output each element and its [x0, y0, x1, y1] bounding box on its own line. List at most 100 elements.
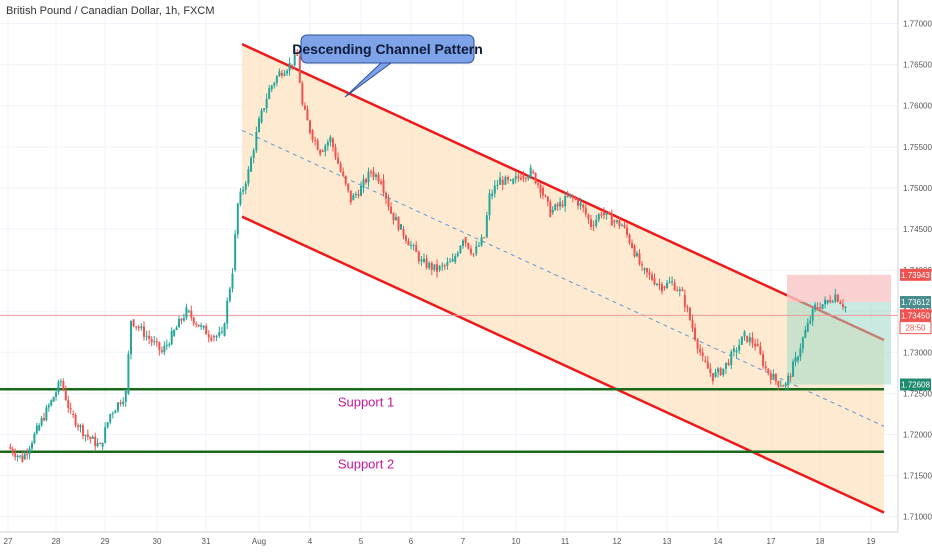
callout-text: Descending Channel Pattern: [292, 41, 483, 57]
candle-body: [260, 110, 263, 123]
candle-body: [638, 253, 641, 265]
candle-body: [145, 335, 148, 337]
candle-body: [587, 214, 590, 220]
candle-body: [485, 215, 488, 238]
callout-pointer: [344, 62, 393, 98]
price-badge-label: 1.73612: [901, 298, 930, 307]
candle-body: [678, 289, 681, 291]
candle-body: [443, 265, 446, 267]
candle-body: [153, 341, 156, 343]
candle-body: [79, 425, 82, 428]
candle-body: [701, 352, 704, 357]
candle-body: [499, 177, 502, 185]
candle-body: [16, 455, 19, 458]
candle-body: [738, 344, 741, 351]
candle-body: [314, 139, 317, 141]
candle-body: [291, 64, 294, 66]
candle-body: [748, 337, 751, 342]
candle-body: [324, 145, 327, 152]
candle-body: [402, 229, 405, 236]
candle-body: [438, 266, 441, 271]
candle-body: [236, 203, 239, 235]
candle-body: [165, 344, 168, 346]
candle-body: [524, 178, 527, 180]
candle-body: [72, 413, 75, 415]
candle-body: [696, 339, 699, 349]
x-tick-label: 27: [4, 537, 13, 546]
candle-body: [566, 196, 569, 198]
candle-body: [671, 281, 674, 283]
candle-body: [339, 163, 342, 172]
candle-body: [242, 189, 245, 192]
candle-body: [631, 242, 633, 248]
candle-body: [590, 219, 592, 227]
candle-body: [14, 453, 17, 458]
candle-body: [283, 73, 286, 76]
candle-body: [532, 171, 535, 173]
y-tick-label: 1.76000: [903, 102, 932, 111]
candle-body: [493, 185, 496, 194]
candle-body: [21, 455, 24, 462]
candle-body: [491, 193, 494, 197]
candle-body: [717, 368, 720, 373]
candle-body: [613, 220, 616, 223]
candle-body: [234, 234, 237, 271]
candle-body: [554, 204, 557, 210]
candle-body: [764, 366, 767, 369]
candle-body: [605, 212, 608, 215]
candle-body: [529, 167, 532, 177]
candle-body: [582, 204, 585, 208]
candle-body: [400, 224, 402, 230]
candle-body: [488, 193, 491, 216]
candle-body: [769, 373, 772, 380]
candle-body: [197, 324, 200, 327]
candle-body: [28, 448, 31, 454]
candle-body: [210, 337, 213, 341]
candle-body: [321, 150, 324, 152]
candle-body: [615, 220, 618, 223]
candle-body: [202, 325, 205, 328]
candle-body: [337, 157, 340, 164]
candle-body: [514, 176, 517, 179]
candle-body: [608, 212, 611, 215]
price-badge-label: 28:50: [905, 324, 926, 333]
price-badge: [900, 309, 931, 322]
candle-body: [584, 207, 587, 215]
candle-body: [228, 288, 231, 301]
candle-body: [844, 306, 847, 308]
candle-body: [462, 240, 464, 246]
x-tick-label: 18: [816, 537, 825, 546]
candle-body: [331, 138, 334, 148]
candle-body: [467, 242, 470, 249]
candle-body: [288, 62, 291, 71]
candle-body: [106, 422, 109, 428]
candle-body: [101, 442, 104, 447]
candle-body: [839, 301, 842, 304]
candle-body: [119, 402, 122, 405]
candle-body: [319, 149, 322, 155]
candle-body: [549, 201, 552, 217]
candle-body: [122, 401, 125, 405]
candle-body: [150, 339, 153, 343]
candle-body: [836, 294, 839, 302]
candle-body: [372, 171, 375, 177]
candle-body: [643, 268, 646, 271]
candle-body: [223, 323, 226, 336]
time-axis-bg: [0, 532, 932, 550]
candle-body: [370, 171, 372, 173]
candle-body: [816, 307, 819, 309]
candle-body: [220, 331, 223, 333]
candle-body: [19, 455, 21, 457]
candle-body: [694, 327, 697, 340]
candle-body: [380, 181, 382, 184]
candle-body: [779, 385, 782, 387]
candle-body: [792, 361, 795, 377]
y-tick-label: 1.71500: [903, 472, 932, 481]
candle-body: [756, 344, 759, 347]
candle-body: [45, 407, 48, 421]
candle-body: [278, 71, 281, 77]
candle-body: [774, 373, 777, 382]
candle-body: [483, 237, 486, 239]
